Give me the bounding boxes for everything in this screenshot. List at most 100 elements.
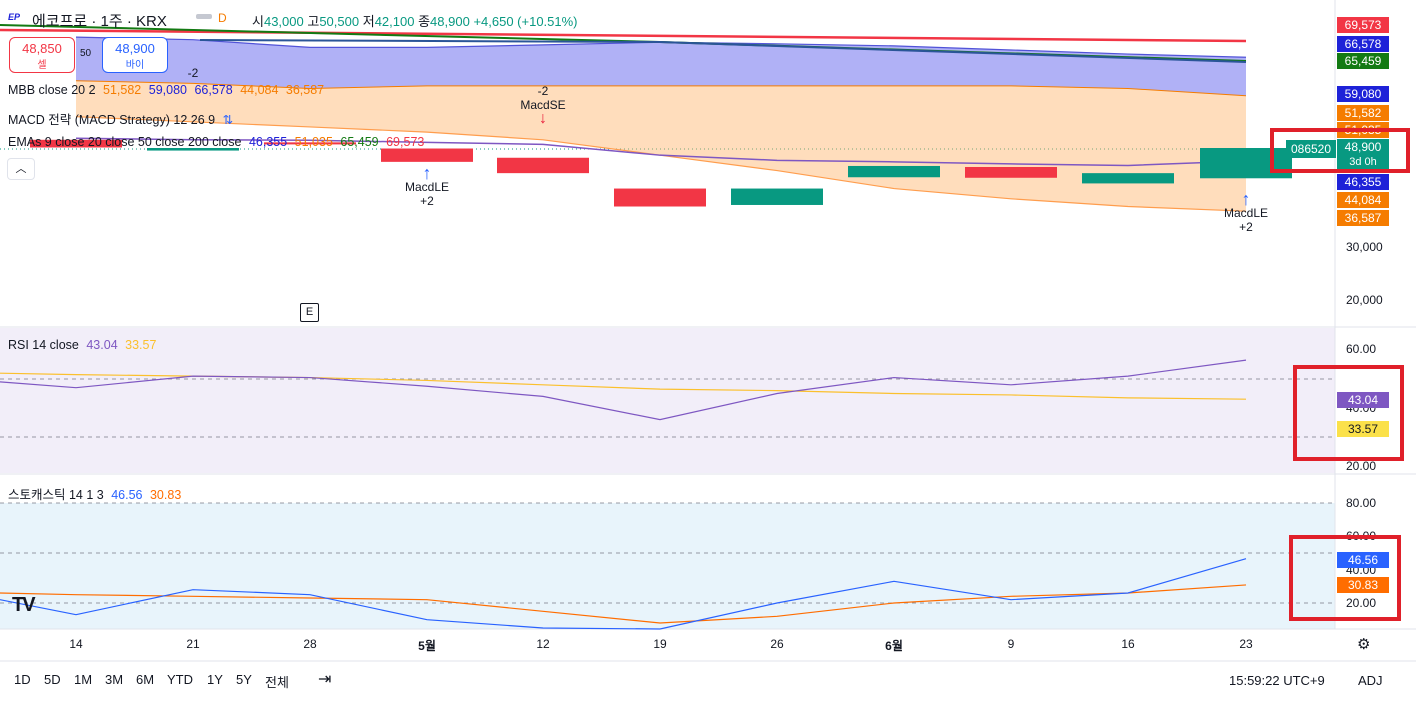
macd-name: MACD 전략 (MACD Strategy) 12 26 9 (8, 113, 216, 127)
spread-value: 50 (80, 48, 92, 59)
range-button[interactable]: 1Y (207, 672, 223, 687)
low-label: 저 (362, 14, 375, 29)
candle[interactable] (731, 188, 823, 205)
range-button[interactable]: 5D (44, 672, 61, 687)
macdse-label: MacdSE (520, 98, 566, 112)
date-range-icon[interactable]: ⇥ (318, 671, 332, 688)
highlight-box (1289, 535, 1401, 621)
rsi-name: RSI 14 close (8, 338, 79, 352)
range-button[interactable]: YTD (167, 672, 193, 687)
clock-readout[interactable]: 15:59:22 UTC+9 (1229, 673, 1325, 688)
stoch-legend[interactable]: 스토캐스틱 14 1 3 46.56 30.83 (8, 484, 185, 503)
current-price: 48,900 (1344, 140, 1382, 154)
time-tick: 5월 (418, 639, 436, 653)
buy-button[interactable]: 48,900 바이 (102, 37, 168, 73)
candle[interactable] (381, 148, 473, 162)
mbb-legend[interactable]: MBB close 20 2 51,582 59,080 66,578 44,0… (8, 83, 328, 97)
time-tick: 14 (69, 637, 83, 651)
time-tick: 28 (303, 637, 317, 651)
rsi-line[interactable] (0, 359, 1247, 421)
mbb-value: 66,578 (194, 83, 233, 97)
rsi-ma-line[interactable] (0, 372, 1247, 400)
tradingview-logo[interactable]: TV (12, 594, 36, 616)
mbb-value: 44,084 (240, 83, 279, 97)
settings-icon[interactable]: ⚙ (1357, 636, 1371, 653)
macdle-count: +2 (420, 194, 434, 208)
adj-toggle[interactable]: ADJ (1358, 673, 1383, 688)
time-tick: 9 (1007, 637, 1015, 651)
macdse-signal[interactable]: -2 MacdSE ↓ (520, 84, 566, 127)
emas-value: 69,573 (386, 135, 425, 149)
low-value: 42,100 (374, 14, 415, 29)
price-badge: 36,587 (1337, 210, 1389, 226)
mbb-name: MBB close 20 2 (8, 83, 96, 97)
mbb-value: 51,582 (103, 83, 142, 97)
bb-basis-line[interactable] (75, 80, 1247, 97)
visibility-toggle-icon[interactable] (196, 14, 212, 19)
time-tick: 23 (1239, 637, 1253, 651)
collapse-legend-button[interactable]: ︿ (7, 158, 35, 180)
sell-button[interactable]: 48,850 셀 (9, 37, 75, 73)
candle[interactable] (848, 165, 940, 178)
candle[interactable] (965, 166, 1057, 178)
buy-price: 48,900 (115, 41, 155, 56)
rsi-legend[interactable]: RSI 14 close 43.04 33.57 (8, 338, 160, 352)
top-signal-count: -2 (187, 66, 199, 80)
price-badge: 65,459 (1337, 53, 1389, 69)
price-badge: 69,573 (1337, 17, 1389, 33)
buy-label: 바이 (125, 60, 145, 71)
macdle-count: +2 (1239, 220, 1253, 234)
range-button[interactable]: 1M (74, 672, 93, 687)
ohlc-readout: 시43,000 고50,500 저42,100 종48,900 +4,650 (… (252, 11, 578, 30)
macdse-count: -2 (537, 84, 549, 98)
macdle-signal[interactable]: ↑ MacdLE +2 (1224, 189, 1268, 234)
rsi-pane-bg (0, 328, 1335, 473)
range-button[interactable]: 5Y (236, 672, 252, 687)
symbol-name[interactable]: 에코프로 · 1주 · KRX (32, 13, 167, 30)
arrow-down-icon: ↓ (538, 110, 547, 127)
high-label: 고 (307, 14, 320, 29)
chevron-up-icon: ︿ (15, 163, 27, 175)
bb-ma-line[interactable] (199, 39, 1247, 63)
stoch-d-badge: 30.83 (1337, 577, 1389, 593)
time-tick: 16 (1121, 637, 1135, 651)
sell-label: 셀 (37, 60, 47, 71)
range-button[interactable]: 6M (136, 672, 155, 687)
mbb-value: 59,080 (148, 83, 187, 97)
price-tick: 20,000 (1346, 293, 1383, 307)
macdle-label: MacdLE (404, 180, 450, 194)
candle[interactable] (30, 139, 122, 148)
price-badge: 51,582 (1337, 105, 1389, 121)
candle[interactable] (1082, 173, 1174, 184)
interval-flag: D (218, 11, 227, 25)
ema200-line[interactable] (0, 28, 1247, 43)
strategy-report-icon[interactable]: ⇅ (222, 113, 234, 127)
earnings-marker[interactable]: E (300, 303, 319, 322)
candle[interactable] (147, 148, 239, 151)
close-value: 48,900 (430, 14, 470, 29)
arrow-up-icon: ↑ (1241, 189, 1251, 209)
stoch-k-line[interactable] (0, 558, 1247, 630)
ema9-line[interactable] (75, 137, 1247, 167)
highlight-box (1293, 365, 1404, 461)
stoch-d-line[interactable] (0, 584, 1247, 624)
bb-lower-fill (76, 80, 1246, 212)
stoch-k-value: 46.56 (111, 488, 143, 502)
range-button[interactable]: 1D (14, 672, 31, 687)
candle[interactable] (264, 142, 356, 145)
range-button[interactable]: 전체 (265, 675, 289, 690)
emas-legend[interactable]: EMAs 9 close 20 close 50 close 200 close… (8, 135, 428, 149)
high-value: 50,500 (319, 14, 360, 29)
macd-legend[interactable]: MACD 전략 (MACD Strategy) 12 26 9 ⇅ (8, 109, 237, 128)
stoch-d-value: 30.83 (149, 488, 182, 502)
candle[interactable] (1200, 148, 1292, 179)
time-tick: 19 (653, 637, 667, 651)
candle[interactable] (614, 188, 706, 207)
sell-price: 48,850 (22, 41, 62, 56)
macdle-signal[interactable]: ↑ MacdLE +2 (404, 164, 450, 208)
candle[interactable] (497, 157, 589, 174)
range-button[interactable]: 3M (105, 672, 124, 687)
time-tick: 21 (186, 637, 200, 651)
rsi-ma-value: 33.57 (125, 338, 157, 352)
